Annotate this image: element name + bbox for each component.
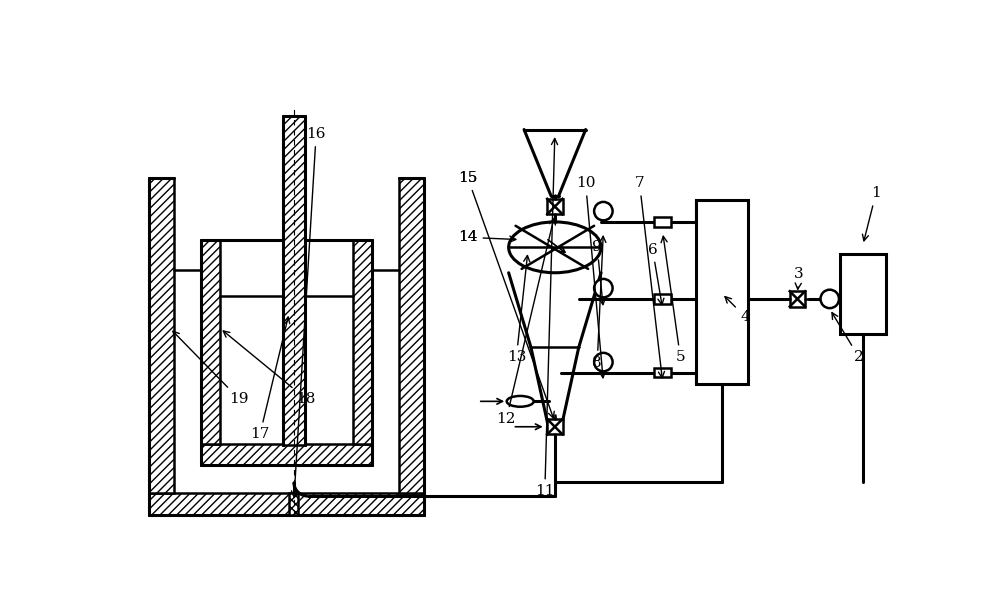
Text: 11: 11 bbox=[535, 139, 558, 499]
Text: 7: 7 bbox=[635, 177, 664, 378]
Text: 6: 6 bbox=[648, 243, 664, 305]
Text: 18: 18 bbox=[223, 331, 316, 406]
Bar bbox=[201, 444, 372, 465]
Text: 1: 1 bbox=[862, 186, 881, 241]
Text: 16: 16 bbox=[291, 127, 326, 497]
Bar bbox=[149, 493, 424, 514]
Bar bbox=[283, 117, 305, 445]
Text: 10: 10 bbox=[576, 177, 605, 378]
Text: 4: 4 bbox=[725, 296, 750, 324]
Text: 2: 2 bbox=[832, 313, 864, 364]
Circle shape bbox=[820, 290, 839, 308]
Text: 15: 15 bbox=[458, 171, 478, 185]
Circle shape bbox=[594, 202, 613, 221]
Bar bbox=[201, 240, 220, 444]
Text: 3: 3 bbox=[794, 267, 804, 289]
Text: 9: 9 bbox=[592, 240, 605, 305]
Bar bbox=[353, 240, 372, 444]
Text: 8: 8 bbox=[592, 236, 606, 370]
Bar bbox=[790, 291, 805, 307]
Circle shape bbox=[594, 353, 613, 371]
Bar bbox=[654, 368, 671, 378]
Bar bbox=[149, 178, 174, 493]
Text: 19: 19 bbox=[173, 331, 249, 406]
Text: 5: 5 bbox=[661, 236, 685, 364]
Text: 17: 17 bbox=[250, 317, 290, 442]
Bar bbox=[289, 493, 298, 514]
Ellipse shape bbox=[509, 222, 601, 273]
Bar bbox=[399, 178, 424, 493]
Bar bbox=[654, 218, 671, 227]
Text: 14: 14 bbox=[458, 230, 478, 244]
Bar bbox=[840, 254, 886, 334]
Text: 12: 12 bbox=[497, 219, 555, 426]
Bar bbox=[654, 295, 671, 304]
Text: 13: 13 bbox=[507, 255, 530, 364]
Circle shape bbox=[594, 279, 613, 298]
Text: 15: 15 bbox=[458, 171, 554, 418]
Bar bbox=[547, 199, 563, 214]
Text: 14: 14 bbox=[458, 230, 516, 244]
Bar bbox=[547, 419, 563, 434]
Ellipse shape bbox=[507, 396, 534, 407]
Bar bbox=[696, 200, 748, 384]
